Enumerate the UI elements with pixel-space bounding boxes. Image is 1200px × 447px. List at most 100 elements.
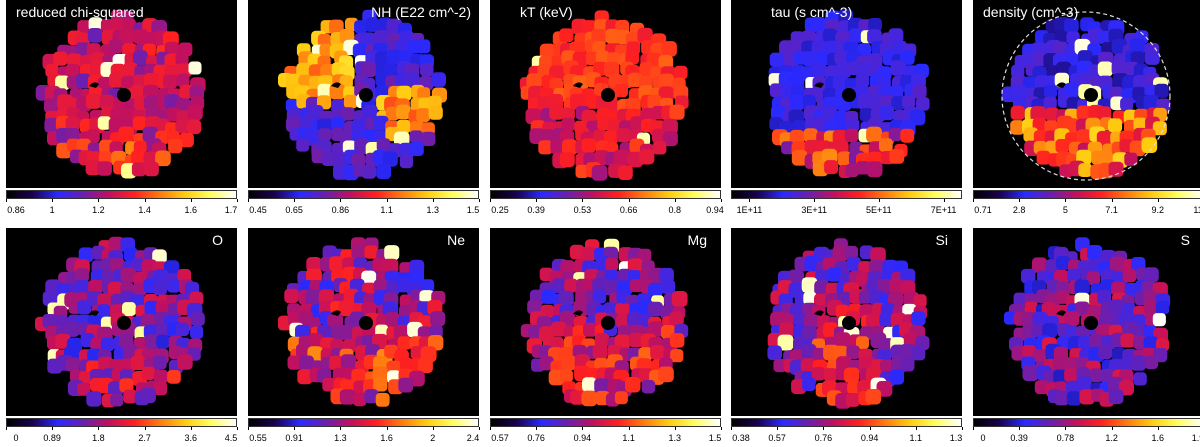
- map-cell: [1122, 268, 1137, 283]
- colorbar-tick: [943, 199, 945, 202]
- map-cell: [916, 97, 930, 111]
- map-cell: [100, 337, 115, 352]
- map-cell: [1012, 85, 1027, 99]
- map-cell: [1120, 333, 1135, 348]
- map-cell: [130, 355, 146, 370]
- map-cell: [1119, 369, 1134, 384]
- map-cell: [802, 51, 818, 67]
- map-cell: [1124, 152, 1138, 166]
- colorbar-tick: [628, 427, 630, 430]
- map-cell: [153, 369, 168, 384]
- map-cell: [552, 278, 567, 293]
- map-cell: [88, 17, 103, 32]
- map-cell: [130, 85, 144, 99]
- map-cell: [373, 30, 390, 46]
- map-cell: [420, 62, 434, 77]
- map-cell: [604, 61, 620, 78]
- jet-feature-mark: [1056, 310, 1066, 316]
- panel-title: tau (s cm^-3): [771, 4, 853, 20]
- map-cell: [561, 355, 577, 371]
- map-cell: [870, 247, 886, 263]
- map-cell: [85, 93, 102, 109]
- map-cell: [155, 323, 170, 338]
- map-cell: [123, 344, 138, 359]
- map-cell: [1100, 152, 1114, 166]
- map-cell: [1108, 161, 1124, 177]
- map-cell: [167, 279, 181, 293]
- map-cell: [802, 326, 818, 342]
- map-cell: [108, 38, 124, 54]
- map-cell: [1108, 389, 1124, 405]
- map-image: tau (s cm^-3): [731, 0, 962, 188]
- map-cell: [329, 355, 344, 370]
- panel-title: Si: [935, 232, 948, 248]
- map-cell: [341, 107, 355, 121]
- map-cell: [362, 164, 377, 179]
- map-cell: [1022, 365, 1039, 382]
- map-cell: [75, 42, 90, 57]
- map-cell: [1054, 390, 1069, 406]
- map-cell: [911, 311, 926, 326]
- map-cell: [1143, 95, 1159, 111]
- map-cell: [318, 289, 335, 305]
- map-cell: [537, 96, 552, 111]
- map-cell: [789, 129, 805, 145]
- map-cell: [564, 278, 578, 293]
- map-cell: [888, 127, 903, 142]
- map-cell: [373, 115, 389, 131]
- map-cell: [541, 289, 556, 304]
- colorbar-ticks: 0.86 1 1.2 1.4 1.6 1.7: [6, 199, 238, 215]
- map-cell: [1034, 380, 1049, 395]
- jet-feature-mark: [814, 82, 824, 88]
- map-cell: [845, 163, 859, 178]
- map-cell: [659, 267, 674, 283]
- colorbar-tick: [962, 427, 963, 430]
- map-cell: [190, 325, 204, 339]
- map-cell: [539, 43, 556, 60]
- central-source-mark: [601, 316, 615, 330]
- map-cell: [372, 258, 386, 272]
- colorbar-ticks: 0.57 0.76 0.94 1.1 1.3 1.5: [490, 427, 722, 443]
- map-cell: [844, 245, 858, 260]
- colorbar-ticks: 0 0.89 1.8 2.7 3.6 4.5: [6, 427, 238, 443]
- colorbar-tick-label: 2.7: [138, 433, 151, 443]
- colorbar-tick-label: 1.6: [380, 433, 393, 443]
- map-cell: [398, 377, 413, 393]
- map-cell: [110, 393, 124, 407]
- map-cell: [1064, 368, 1078, 383]
- map-cell: [86, 391, 102, 407]
- map-cell: [1067, 268, 1081, 282]
- colorbar-tick: [628, 199, 630, 202]
- map-cell: [168, 138, 183, 154]
- map-cell: [570, 93, 586, 110]
- map-cell: [637, 27, 653, 44]
- map-cell: [296, 138, 310, 152]
- map-cell: [1152, 121, 1167, 136]
- map-cell: [823, 368, 838, 382]
- panel-title: S: [1180, 232, 1190, 248]
- colorbar-tick: [674, 199, 676, 202]
- map-cell: [364, 389, 379, 404]
- map-cell: [900, 357, 915, 372]
- colorbar-tick-label: 1: [49, 205, 55, 215]
- map-cell: [1054, 72, 1070, 88]
- map-cell: [1011, 64, 1025, 79]
- map-cell: [911, 346, 926, 361]
- map-cell: [1056, 256, 1070, 270]
- map-cell: [297, 369, 313, 385]
- map-cell: [396, 85, 412, 101]
- map-cell: [849, 28, 864, 43]
- map-cell: [175, 52, 189, 66]
- colorbar-tick-label: 0.66: [619, 205, 638, 215]
- map-cell: [409, 130, 423, 144]
- map-cell: [329, 19, 344, 35]
- colorbar-tick-label: 1.5: [708, 433, 722, 443]
- map-cell: [363, 104, 378, 120]
- central-source-mark: [1084, 316, 1098, 330]
- colorbar-tick: [749, 199, 751, 202]
- map-cell: [65, 63, 80, 79]
- central-source-mark: [117, 88, 131, 102]
- map-cell: [97, 161, 112, 176]
- map-cell: [827, 267, 842, 282]
- colorbar-tick-label: 0.86: [331, 205, 350, 215]
